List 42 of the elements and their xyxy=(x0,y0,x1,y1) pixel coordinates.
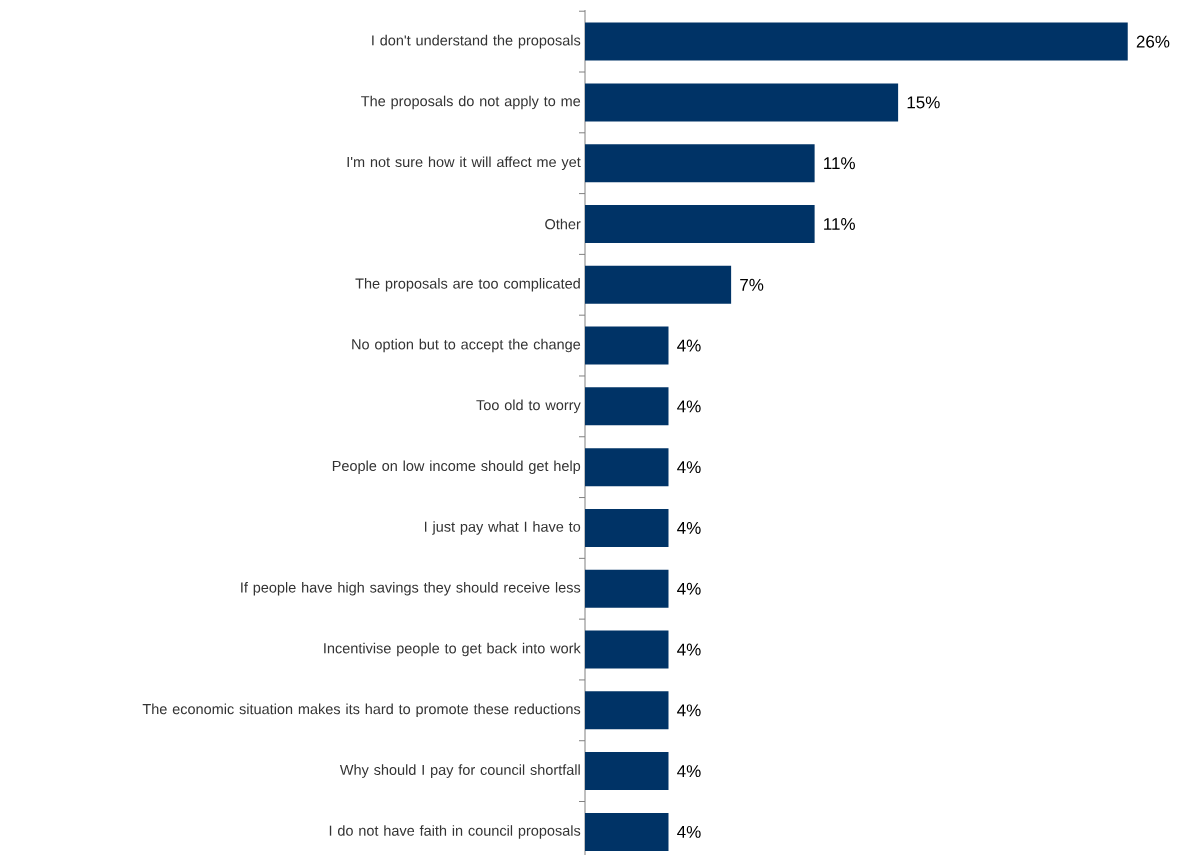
bar xyxy=(585,83,899,122)
data-label: 11% xyxy=(824,218,855,230)
y-tick-label: Other xyxy=(545,218,581,230)
data-label: 4% xyxy=(677,825,701,838)
data-label: 4% xyxy=(677,643,701,656)
y-tick-label: If people have high savings they should receive less xyxy=(241,581,581,596)
bar xyxy=(585,387,669,426)
bar xyxy=(585,569,669,608)
bar xyxy=(585,326,669,365)
bar xyxy=(585,448,669,487)
bar xyxy=(585,508,669,547)
data-label: 7% xyxy=(740,278,764,291)
data-label: 26% xyxy=(1136,35,1170,48)
bar xyxy=(585,752,669,791)
bar xyxy=(585,204,815,243)
data-label: 4% xyxy=(677,582,701,595)
bar xyxy=(585,265,732,304)
y-tick-label: Incentivise people to get back into work xyxy=(324,642,581,657)
data-label: 4% xyxy=(677,704,701,717)
y-tick-label: No option but to accept the change xyxy=(352,338,581,353)
data-label: 15% xyxy=(907,96,940,109)
bar xyxy=(585,22,1128,61)
y-tick-label: I don't understand the proposals xyxy=(372,34,581,49)
data-label: 11% xyxy=(824,157,855,170)
y-tick-label: I do not have faith in council proposals xyxy=(329,825,581,839)
y-tick-label: The proposals do not apply to me xyxy=(361,95,581,110)
bar xyxy=(585,144,815,183)
data-label: 4% xyxy=(677,765,701,778)
bar xyxy=(585,630,669,669)
data-label: 4% xyxy=(677,461,701,474)
y-tick-label: Too old to worry xyxy=(476,399,581,414)
bar xyxy=(585,691,669,730)
y-tick-label: I'm not sure how it will affect me yet xyxy=(347,156,581,170)
bar xyxy=(585,812,669,851)
y-tick-label: Why should I pay for council shortfall xyxy=(339,764,580,778)
y-tick-label: The economic situation makes its hard to promote these reductions xyxy=(142,703,581,718)
y-tick-label: People on low income should get help xyxy=(332,460,581,474)
data-label: 4% xyxy=(677,400,701,413)
y-tick-label: The proposals are too complicated xyxy=(355,278,580,292)
y-tick-label: I just pay what I have to xyxy=(424,521,581,535)
data-label: 4% xyxy=(677,522,701,534)
data-label: 4% xyxy=(677,339,701,352)
